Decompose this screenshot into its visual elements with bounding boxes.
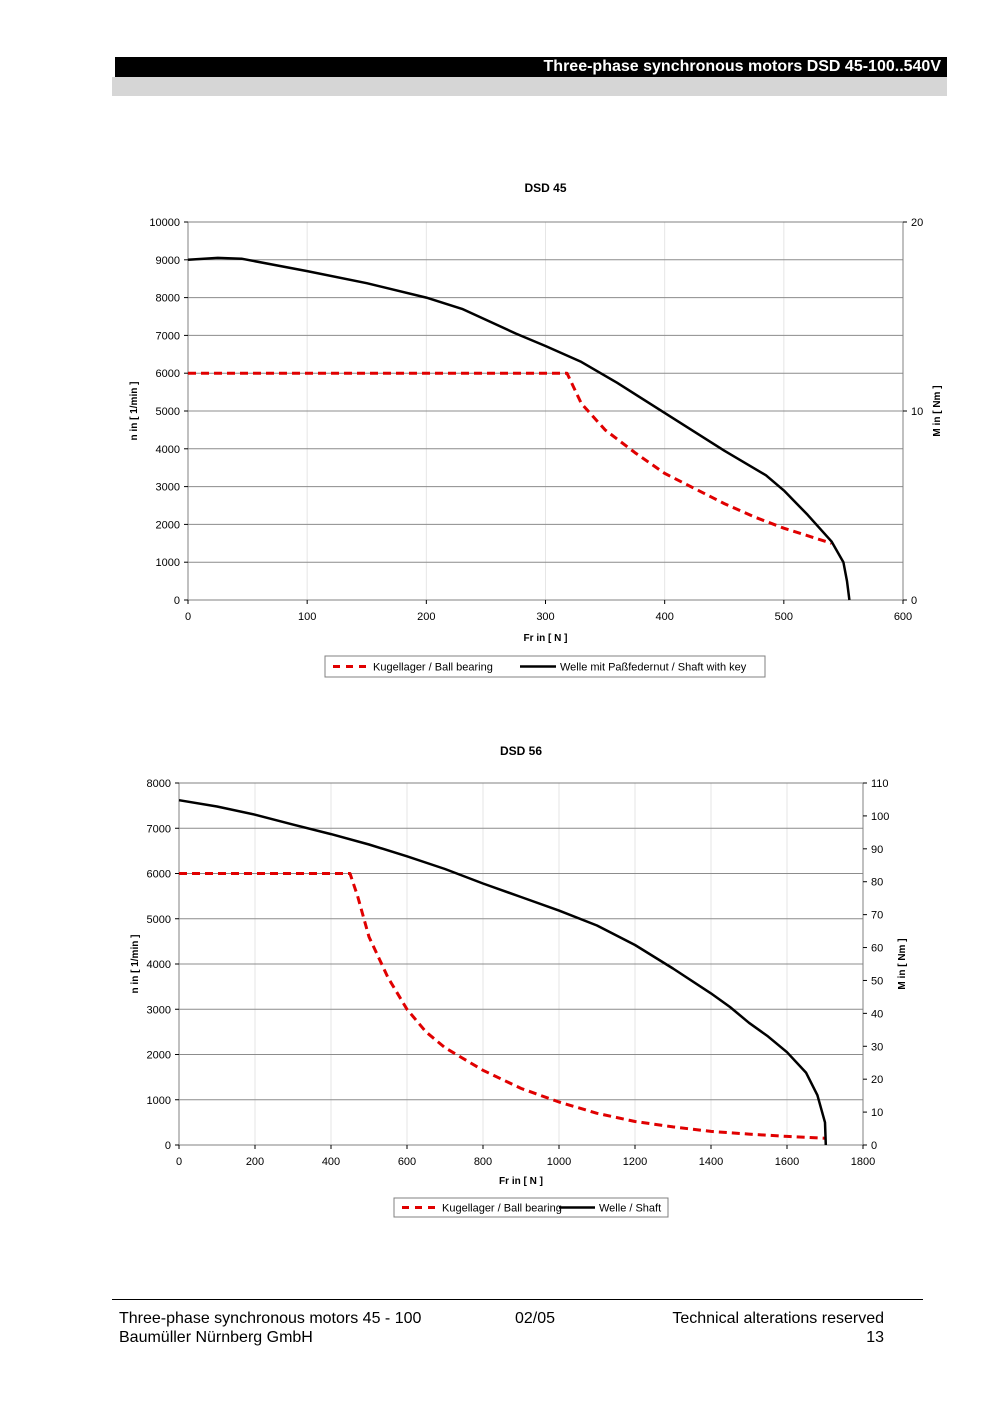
legend-box (393, 1197, 669, 1218)
y2-tick-label: 30 (871, 1041, 883, 1053)
x-tick-label: 1000 (547, 1156, 571, 1168)
y2-axis-label: M in [ Nm ] (932, 385, 943, 436)
x-tick-label: 1400 (699, 1156, 723, 1168)
legend-label: Kugellager / Ball bearing (373, 662, 493, 674)
footer-rule (112, 1299, 923, 1300)
y2-tick-label: 20 (911, 217, 923, 229)
y2-tick-label: 50 (871, 975, 883, 987)
y2-tick-label: 0 (871, 1140, 877, 1152)
y2-tick-label: 70 (871, 910, 883, 922)
x-tick-label: 800 (474, 1156, 492, 1168)
y-tick-label: 2000 (156, 519, 180, 531)
y-axis-label: n in [ 1/min ] (130, 935, 141, 994)
header-bar: Three-phase synchronous motors DSD 45-10… (112, 57, 947, 77)
footer-date: 02/05 (515, 1310, 556, 1327)
x-tick-label: 1200 (623, 1156, 647, 1168)
y2-tick-label: 90 (871, 844, 883, 856)
legend-label: Welle mit Paßfedernut / Shaft with key (560, 662, 747, 674)
y-tick-label: 7000 (147, 823, 171, 835)
header-left-mark (112, 57, 115, 77)
y2-tick-label: 110 (871, 778, 889, 790)
x-tick-label: 200 (417, 611, 435, 623)
series-line-shaft (187, 256, 851, 601)
x-tick-label: 400 (655, 611, 673, 623)
y-tick-label: 7000 (156, 330, 180, 342)
x-tick-label: 1600 (775, 1156, 799, 1168)
footer-company: Baumüller Nürnberg GmbH (119, 1329, 313, 1346)
x-axis-label: Fr in [ N ] (499, 1176, 543, 1187)
y-tick-label: 10000 (149, 217, 180, 229)
series-line-shaft (178, 798, 828, 1146)
header-grey-band (112, 77, 947, 96)
y-tick-label: 4000 (147, 959, 171, 971)
chart-title: DSD 56 (500, 744, 542, 758)
x-tick-label: 1800 (851, 1156, 875, 1168)
x-tick-label: 300 (536, 611, 554, 623)
x-tick-label: 500 (775, 611, 793, 623)
y-tick-label: 0 (165, 1140, 171, 1152)
page-title: Three-phase synchronous motors DSD 45-10… (543, 58, 941, 75)
y2-tick-label: 60 (871, 943, 883, 955)
y-tick-label: 8000 (147, 778, 171, 790)
y-tick-label: 0 (174, 595, 180, 607)
x-tick-label: 0 (185, 611, 191, 623)
x-axis-label: Fr in [ N ] (524, 633, 568, 644)
y-axis-label: n in [ 1/min ] (129, 382, 140, 441)
y-tick-label: 4000 (156, 444, 180, 456)
y2-tick-label: 80 (871, 877, 883, 889)
y2-tick-label: 40 (871, 1008, 883, 1020)
legend-label: Kugellager / Ball bearing (442, 1203, 562, 1215)
y-tick-label: 2000 (147, 1050, 171, 1062)
x-tick-label: 0 (176, 1156, 182, 1168)
chart-dsd45: 0100020003000400050006000700080009000100… (129, 181, 943, 678)
y-tick-label: 1000 (156, 557, 180, 569)
y2-axis-label: M in [ Nm ] (897, 938, 908, 989)
y-tick-label: 6000 (156, 368, 180, 380)
y-tick-label: 5000 (156, 406, 180, 418)
y2-tick-label: 20 (871, 1074, 883, 1086)
y2-tick-label: 0 (911, 595, 917, 607)
footer-notice: Technical alterations reserved (672, 1310, 884, 1327)
footer-document-title: Three-phase synchronous motors 45 - 100 (119, 1310, 422, 1327)
y2-tick-label: 10 (911, 406, 923, 418)
y-tick-label: 1000 (147, 1095, 171, 1107)
y-tick-label: 9000 (156, 255, 180, 267)
x-tick-label: 100 (298, 611, 316, 623)
y-tick-label: 3000 (156, 482, 180, 494)
y-tick-label: 8000 (156, 293, 180, 305)
y-tick-label: 3000 (147, 1004, 171, 1016)
x-tick-label: 200 (246, 1156, 264, 1168)
chart-title: DSD 45 (524, 181, 566, 195)
legend-label: Welle / Shaft (599, 1203, 661, 1215)
footer-page-number: 13 (866, 1329, 884, 1346)
x-tick-label: 400 (322, 1156, 340, 1168)
y-tick-label: 6000 (147, 869, 171, 881)
series-line-ball-bearing (188, 371, 832, 545)
y-tick-label: 5000 (147, 914, 171, 926)
x-tick-label: 600 (398, 1156, 416, 1168)
chart-dsd56: 0100020003000400050006000700080000102030… (130, 744, 908, 1218)
y2-tick-label: 10 (871, 1107, 883, 1119)
series-line-ball-bearing (179, 872, 826, 1140)
y2-tick-label: 100 (871, 811, 889, 823)
x-tick-label: 600 (894, 611, 912, 623)
